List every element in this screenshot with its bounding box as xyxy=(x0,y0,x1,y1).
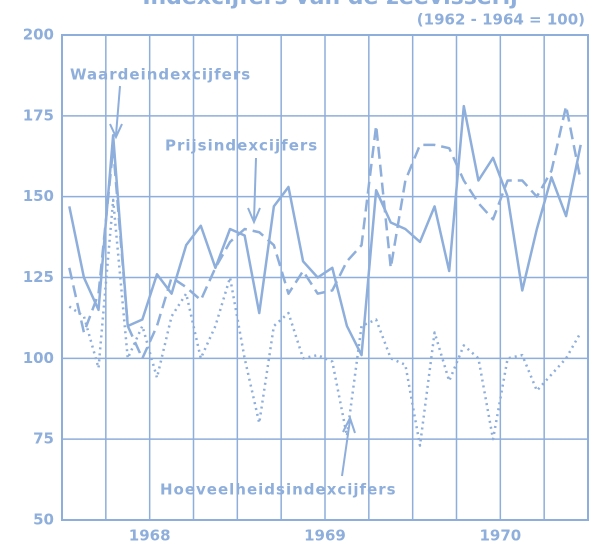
series-line xyxy=(68,104,582,357)
y-tick-label: 125 xyxy=(23,268,54,286)
annotation: Waardeindexcijfers xyxy=(70,66,251,84)
y-tick-label: 175 xyxy=(23,106,54,124)
y-tick-label: 200 xyxy=(23,26,54,44)
annotation: Hoeveelheidsindexcijfers xyxy=(160,481,397,499)
x-tick-label: 1970 xyxy=(479,527,521,545)
arrow xyxy=(247,157,261,225)
y-tick-label: 100 xyxy=(23,349,54,367)
chart-subtitle: (1962 - 1964 = 100) xyxy=(417,11,585,29)
x-tick-label: 1969 xyxy=(304,527,346,545)
y-tick-label: 150 xyxy=(23,187,54,205)
arrow xyxy=(109,85,123,140)
annotation: Prijsindexcijfers xyxy=(165,137,318,155)
chart-title: Indexcijfers van de zeevisserij xyxy=(142,0,517,10)
series-line xyxy=(68,104,582,360)
x-tick-label: 1968 xyxy=(129,527,171,545)
y-tick-label: 50 xyxy=(33,511,54,529)
y-tick-label: 75 xyxy=(33,430,54,448)
